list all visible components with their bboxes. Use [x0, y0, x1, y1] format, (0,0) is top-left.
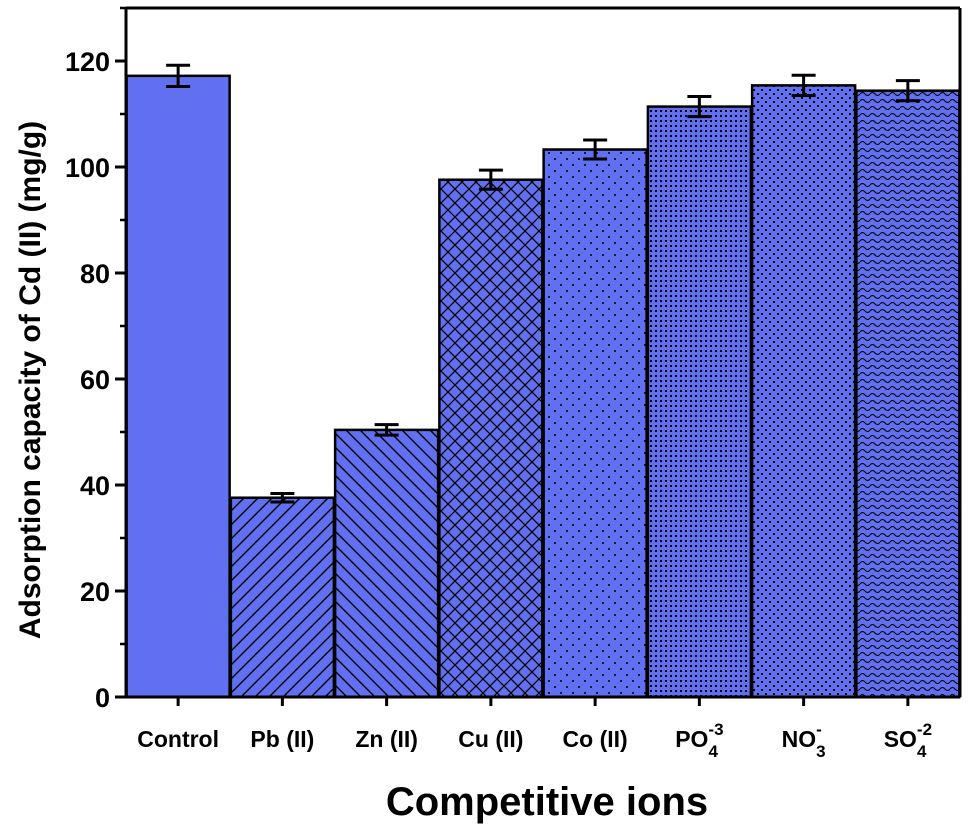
bar-1 [229, 496, 336, 699]
error-bar-4 [583, 138, 608, 161]
error-bar-2 [374, 423, 399, 437]
bar-0 [125, 74, 231, 699]
x-tick-label-6: NO3- [782, 720, 826, 761]
x-axis-title: Competitive ions [386, 780, 708, 824]
bar-5 [646, 105, 753, 699]
bar-4 [542, 148, 648, 699]
bar-6 [750, 84, 857, 699]
x-tick-label-1: Pb (II) [250, 726, 314, 752]
x-tick-label-3: Cu (II) [458, 726, 523, 752]
bars-group [125, 63, 961, 699]
error-bar-1 [270, 491, 295, 504]
x-tick-label-4: Co (II) [563, 726, 628, 752]
y-tick-label-1: 20 [80, 577, 110, 607]
error-bar-3 [478, 168, 503, 191]
axes-group: Control Pb (II) Zn (II) Cu (II) Co (II) PO4-3… [65, 6, 962, 761]
error-bar-5 [687, 95, 712, 119]
x-tick-label-7: SO4-2 [884, 720, 932, 761]
y-tick-label-6: 120 [65, 47, 110, 77]
y-axis-title: Adsorption capacity of Cd (II) (mg/g) [14, 121, 47, 639]
error-bar-7 [895, 79, 920, 103]
x-tick-label-5: PO4-3 [675, 720, 723, 761]
y-tick-label-0: 0 [95, 683, 110, 713]
bar-3 [438, 178, 544, 699]
bar-7 [855, 89, 961, 699]
y-tick-label-3: 60 [80, 365, 110, 395]
y-tick-label-2: 40 [80, 471, 110, 501]
x-tick-label-0: Control [137, 726, 219, 752]
y-tick-label-4: 80 [80, 259, 110, 289]
error-bar-6 [791, 73, 816, 97]
y-tick-label-5: 100 [65, 153, 110, 183]
error-bar-0 [166, 63, 191, 88]
bar-2 [333, 428, 440, 699]
x-tick-label-2: Zn (II) [355, 726, 418, 752]
